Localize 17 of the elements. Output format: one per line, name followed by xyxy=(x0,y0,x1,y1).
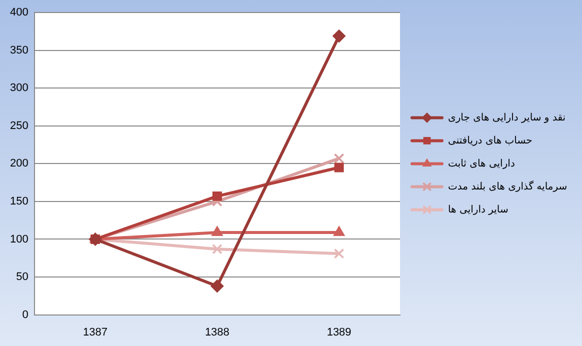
y-tick-label: 100 xyxy=(10,233,28,246)
y-tick-label: 0 xyxy=(22,308,28,321)
x-tick-label: 1387 xyxy=(83,326,108,338)
x-tick-label: 1388 xyxy=(204,326,230,338)
legend-label: سایر دارایی ها xyxy=(448,204,508,216)
y-tick-label: 350 xyxy=(10,44,28,56)
legend-label: حساب های دریافتنی xyxy=(448,135,532,146)
x-tick-label: 1389 xyxy=(326,326,352,338)
y-tick-label: 300 xyxy=(10,82,28,94)
legend-label: نقد و سایر دارایی های جاری xyxy=(448,112,566,124)
y-tick-label: 200 xyxy=(10,158,28,170)
y-tick-label: 400 xyxy=(10,6,28,19)
y-tick-label: 50 xyxy=(16,271,28,284)
y-tick-label: 250 xyxy=(10,120,28,132)
legend-label: دارایی های ثابت xyxy=(448,158,515,170)
legend-label: سرمایه گذاری های بلند مدت xyxy=(448,180,568,192)
y-tick-label: 150 xyxy=(10,196,28,208)
